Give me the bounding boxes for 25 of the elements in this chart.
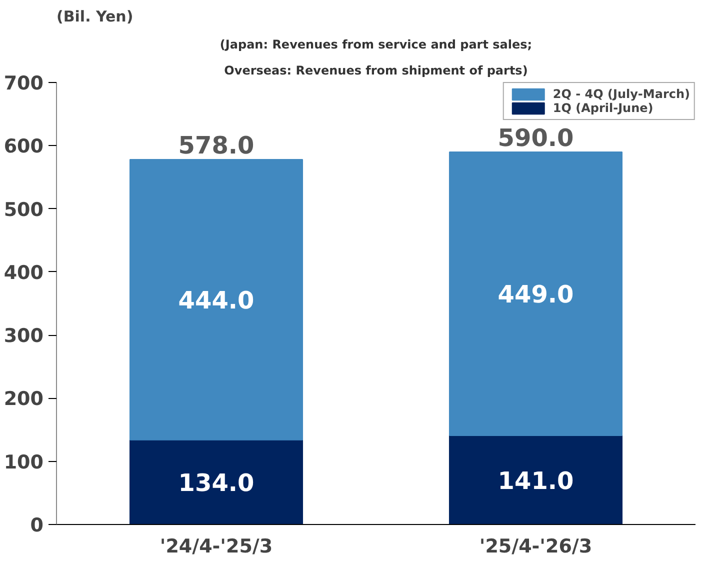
x-tick-label: '25/4-'26/3: [479, 536, 592, 558]
legend-label: 2Q - 4Q (July-March): [552, 87, 690, 101]
data-label: 134.0: [178, 469, 254, 498]
bar: [129, 439, 304, 524]
y-tick-label: 600: [4, 136, 44, 158]
y-tick-label: 100: [4, 451, 44, 474]
y-tick-label: 300: [4, 325, 44, 348]
data-label: 449.0: [498, 280, 574, 309]
y-tick-label: 200: [4, 388, 44, 410]
bar: [129, 159, 304, 440]
y-tick-label: 500: [4, 198, 44, 221]
y-tick-label: 700: [4, 72, 44, 94]
y-tick-label: 400: [4, 262, 44, 284]
bar: [448, 434, 623, 524]
data-label: 141.0: [498, 466, 574, 495]
y-tick-label: 0: [30, 514, 44, 536]
y-axis-title: (Bil. Yen): [56, 8, 134, 26]
chart-subtitle: Overseas: Revenues from shipment of parts): [224, 64, 528, 78]
chart-title: (Japan: Revenues from service and part sales;: [220, 38, 532, 52]
total-label: 578.0: [178, 132, 254, 160]
legend-label: 1Q (April-June): [552, 101, 654, 115]
data-label: 444.0: [178, 286, 254, 315]
bar: [448, 151, 623, 436]
total-label: 590.0: [498, 124, 574, 152]
x-tick-label: '24/4-'25/3: [160, 536, 273, 558]
